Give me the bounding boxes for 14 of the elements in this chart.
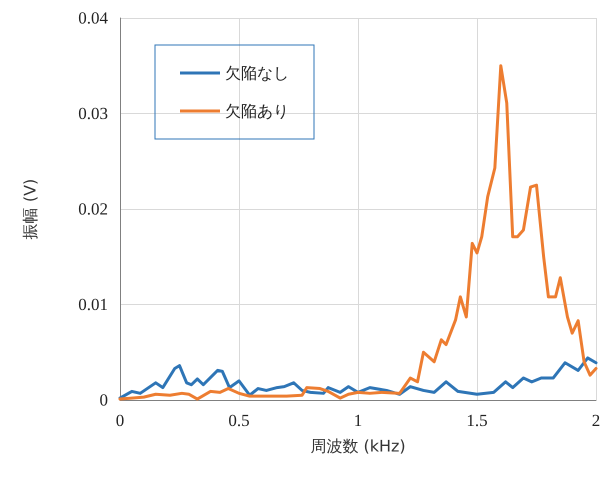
legend-label: 欠陥なし — [225, 64, 289, 82]
x-tick-label: 2 — [592, 411, 600, 430]
legend-label: 欠陥あり — [225, 102, 289, 120]
y-tick-label: 0 — [100, 390, 108, 410]
y-tick-label: 0.04 — [78, 8, 108, 28]
y-tick-label: 0.03 — [78, 104, 108, 123]
y-axis-title: 振幅 (V) — [20, 178, 40, 240]
x-axis-title: 周波数 (kHz) — [310, 436, 406, 456]
y-tick-label: 0.02 — [78, 200, 108, 218]
x-tick-label: 1 — [354, 411, 362, 430]
x-tick-label: 0.5 — [228, 411, 250, 430]
x-tick-label: 1.5 — [466, 411, 488, 430]
x-tick-label: 0 — [116, 411, 124, 430]
y-tick-label: 0.01 — [78, 295, 108, 314]
